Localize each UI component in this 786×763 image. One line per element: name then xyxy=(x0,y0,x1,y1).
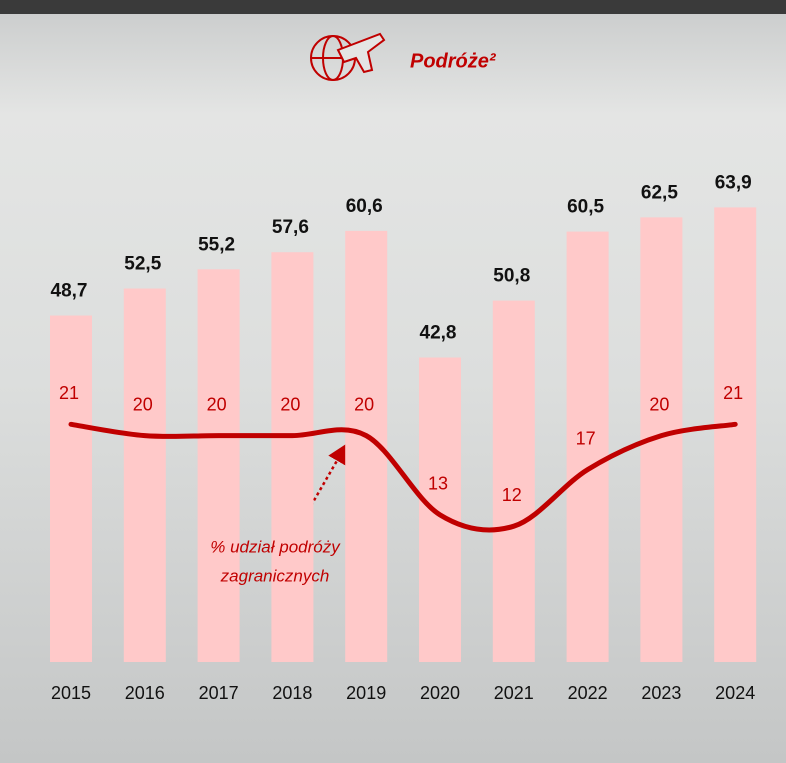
bar xyxy=(271,252,314,662)
bar xyxy=(123,288,166,662)
bar xyxy=(419,357,461,662)
x-tick-label: 2020 xyxy=(420,683,460,703)
bar xyxy=(566,231,609,663)
x-tick-label: 2018 xyxy=(272,683,312,703)
line-value-label: 12 xyxy=(502,485,522,505)
annotation: zagranicznych xyxy=(220,566,330,585)
line-value-label: 17 xyxy=(576,428,596,448)
bar xyxy=(197,269,240,662)
line xyxy=(68,421,738,533)
bar xyxy=(714,207,757,662)
line-value-label: 20 xyxy=(280,394,300,414)
bar-value-label: 57,6 xyxy=(272,217,309,238)
chart-title: Podróże² xyxy=(410,50,497,72)
bar-value-label: 42,8 xyxy=(420,323,457,344)
line-value-label: 20 xyxy=(133,394,153,414)
line-value-label: 20 xyxy=(649,394,669,414)
line-value-label: 20 xyxy=(354,394,374,414)
line-value-label: 21 xyxy=(59,383,79,403)
bar-value-label: 60,6 xyxy=(346,196,383,217)
top-border xyxy=(0,0,786,14)
x-tick-label: 2023 xyxy=(641,683,681,703)
bar xyxy=(492,300,535,662)
x-tick-label: 2022 xyxy=(568,683,608,703)
travel-icon xyxy=(310,32,386,81)
bar-value-label: 48,7 xyxy=(51,281,88,302)
line-value-label: 20 xyxy=(207,394,227,414)
line-value-label: 21 xyxy=(723,383,743,403)
annotation: % udział podróży xyxy=(210,537,341,556)
bar xyxy=(50,315,92,662)
bar-value-label: 52,5 xyxy=(124,254,161,275)
bar-value-label: 50,8 xyxy=(493,266,530,287)
x-tick-label: 2024 xyxy=(715,683,755,703)
x-tick-label: 2021 xyxy=(494,683,534,703)
x-tick-label: 2017 xyxy=(199,683,239,703)
x-tick-label: 2019 xyxy=(346,683,386,703)
line-value-label: 13 xyxy=(428,474,448,494)
bar-value-label: 63,9 xyxy=(715,172,752,193)
x-tick-label: 2016 xyxy=(125,683,165,703)
bar-value-label: 60,5 xyxy=(567,197,604,218)
bar-value-label: 62,5 xyxy=(641,182,678,203)
bar-value-label: 55,2 xyxy=(198,234,235,255)
x-tick-label: 2015 xyxy=(51,683,91,703)
